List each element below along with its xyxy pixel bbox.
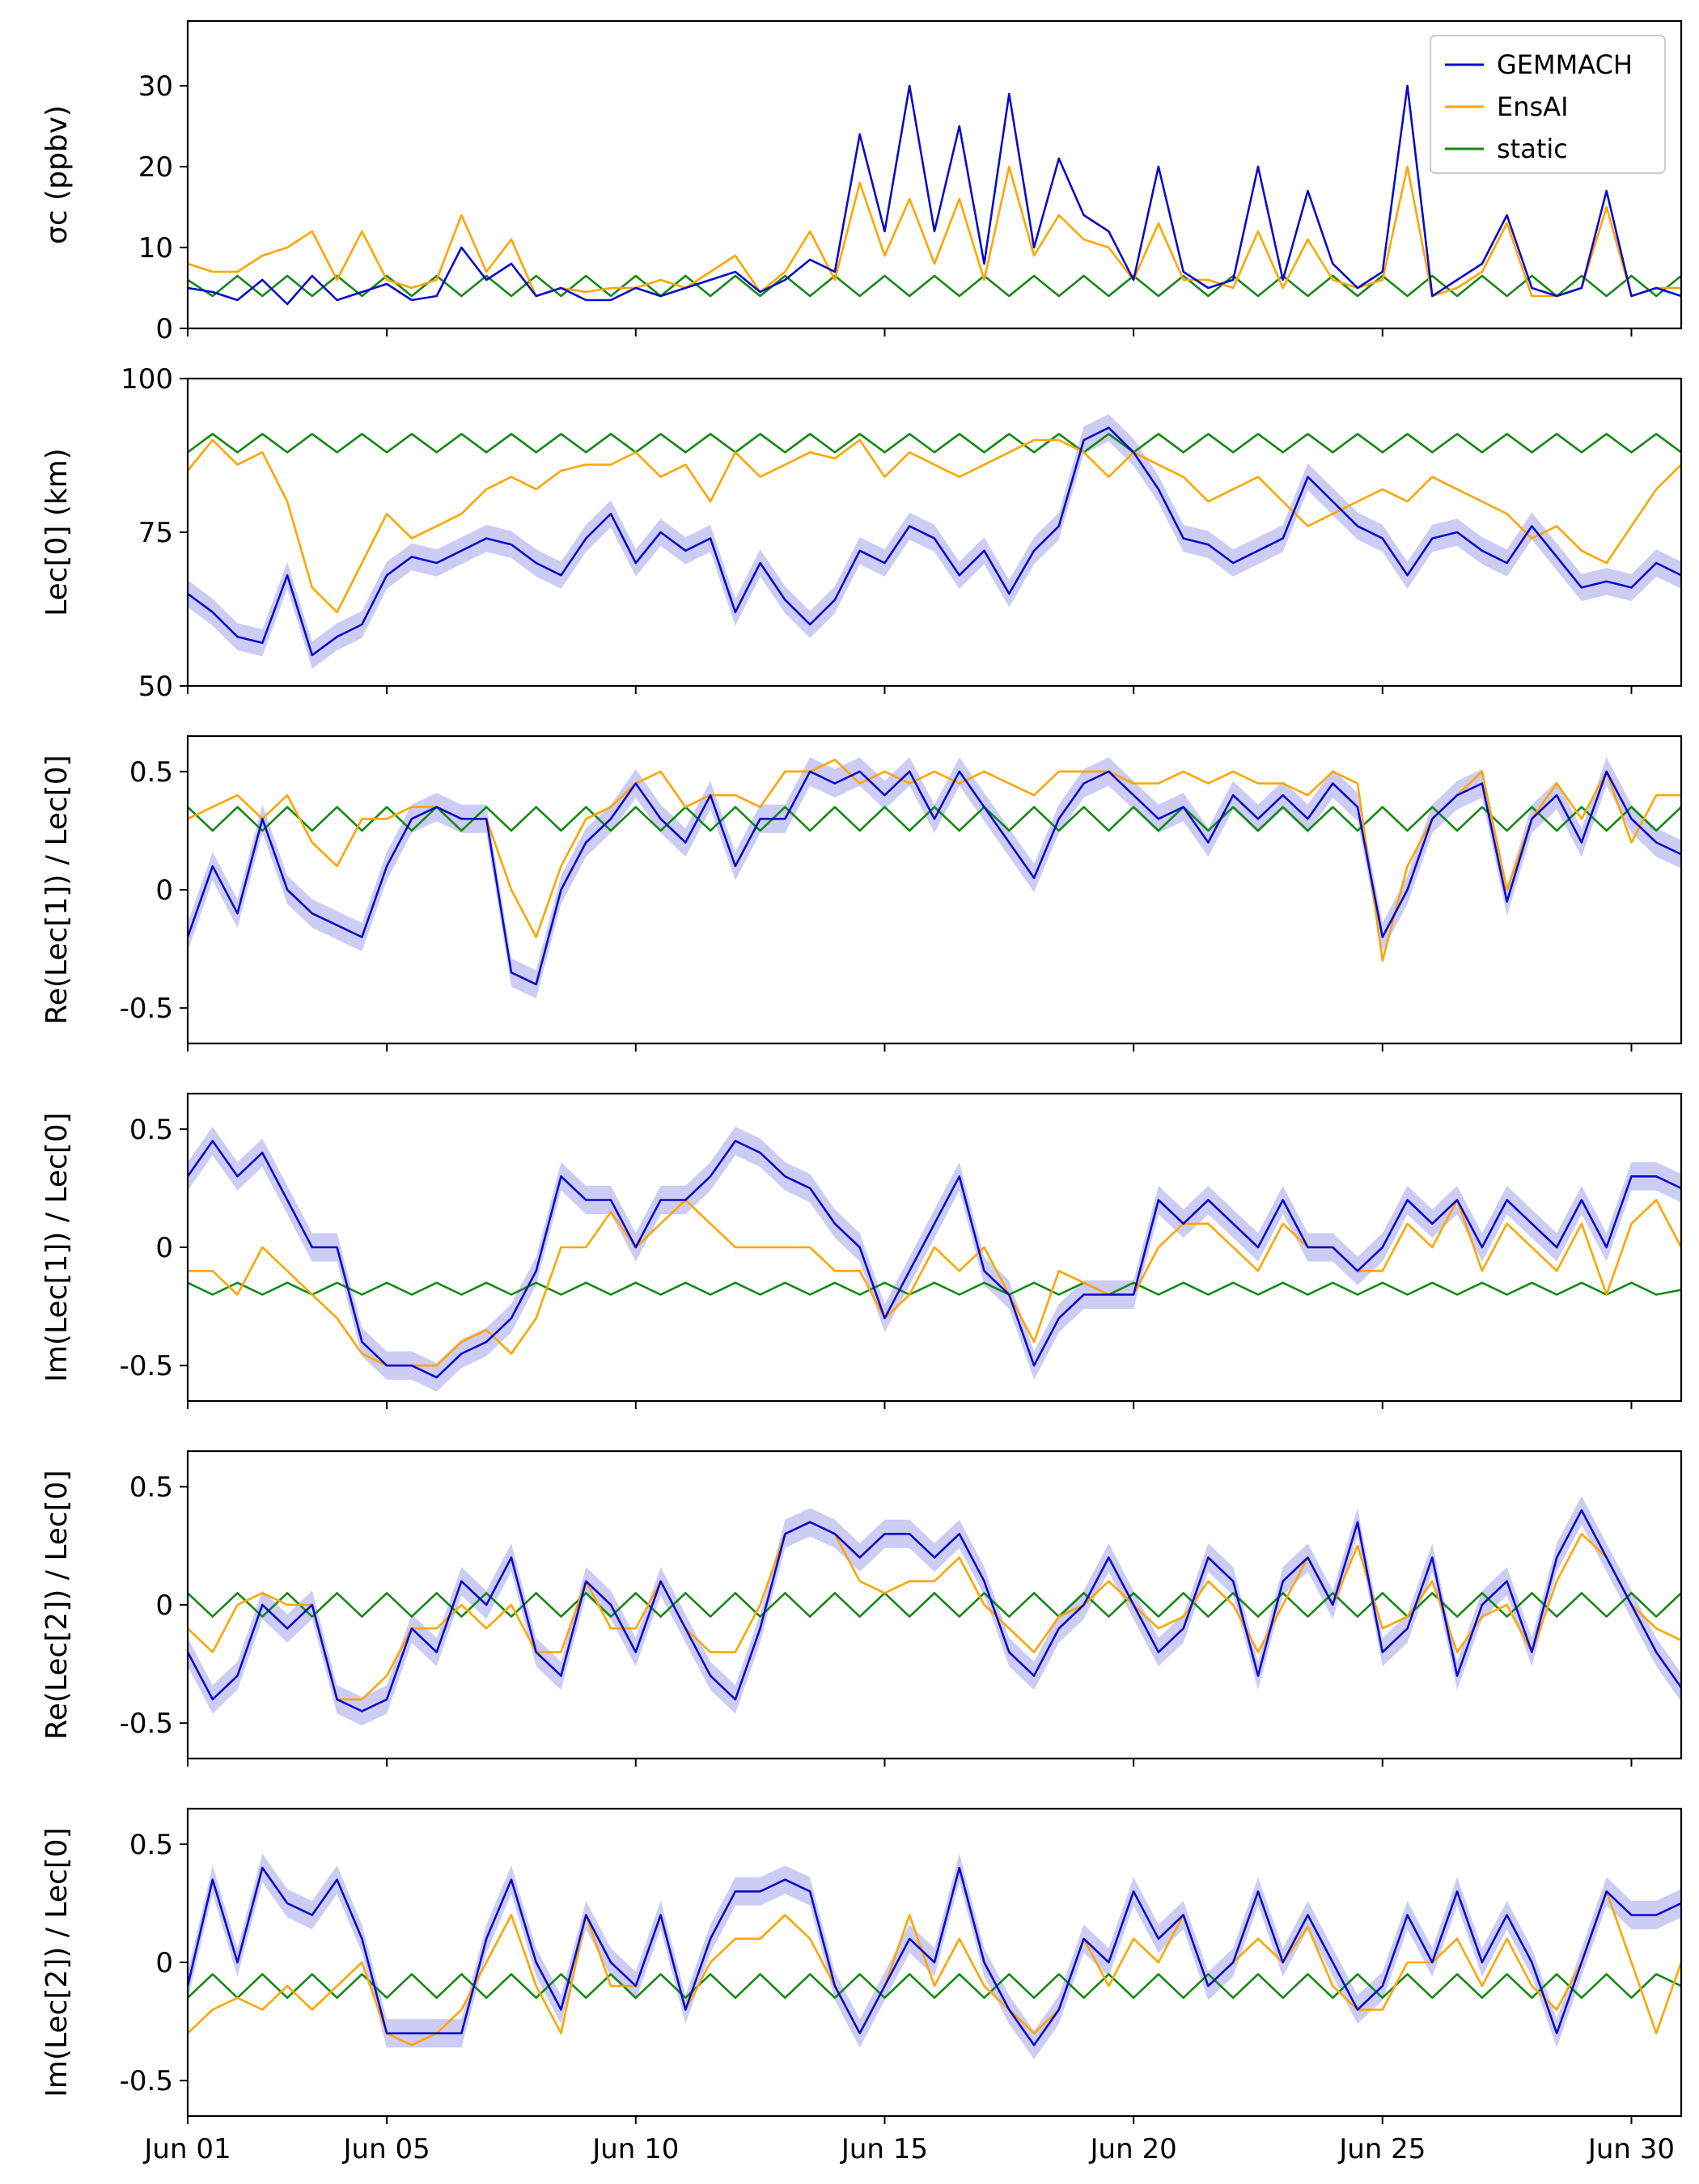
series-line-gemmach: [188, 770, 1681, 986]
series-line-gemmach: [188, 84, 1681, 306]
axes-frame: [186, 19, 1683, 330]
series-line-static: [188, 433, 1681, 454]
legend-label-gemmach: GEMMACH: [1497, 49, 1633, 80]
y-tick-label: 0: [155, 313, 173, 345]
series-line-gemmach: [188, 1866, 1681, 2046]
series-line-static: [188, 1973, 1681, 2000]
y-tick-label: 0.5: [129, 1471, 173, 1504]
series-line-ensai: [188, 1199, 1681, 1367]
y-tick-label: 0.5: [129, 1829, 173, 1861]
y-tick-label: -0.5: [120, 1708, 173, 1740]
plot-area: [188, 1853, 1681, 2059]
y-axis-label: Re(Lec[2]) / Lec[0]: [40, 1470, 74, 1739]
x-tick-label: Jun 10: [591, 2133, 679, 2165]
y-axis-label: Im(Lec[1]) / Lec[0]: [40, 1112, 74, 1382]
y-tick-label: 0: [155, 1947, 173, 1979]
series-line-ensai: [188, 1521, 1681, 1701]
legend-label-static: static: [1497, 133, 1568, 164]
legend-label-ensai: EnsAI: [1497, 91, 1569, 122]
series-line-static: [188, 1592, 1681, 1618]
y-tick-label: 20: [138, 151, 173, 184]
panel-sigma_c: 0 10 20 30 σc (ppbv): [40, 19, 1683, 345]
y-axis-label: Re(Lec[1]) / Lec[0]: [40, 755, 74, 1024]
series-line-gemmach: [188, 1140, 1681, 1379]
y-tick-label: -0.5: [120, 993, 173, 1025]
plot-area: [188, 414, 1681, 669]
series-line-static: [188, 274, 1681, 298]
y-tick-label: 75: [138, 517, 173, 549]
panel-L_ec0: 50 75 100 Lec[0] (km): [40, 363, 1683, 703]
y-axis-label: Im(Lec[2]) / Lec[0]: [40, 1827, 74, 2097]
legend: GEMMACH EnsAI static: [1430, 35, 1666, 174]
plot-area: [188, 84, 1681, 306]
series-line-gemmach: [188, 426, 1681, 657]
series-line-ensai: [188, 438, 1681, 614]
plot-area: [188, 757, 1681, 999]
series-line-gemmach: [188, 1509, 1681, 1712]
gemmach-uncertainty-band: [188, 757, 1681, 999]
y-tick-label: 100: [121, 363, 173, 396]
y-tick-label: 0: [155, 1589, 173, 1622]
x-tick-label: Jun 05: [342, 2133, 430, 2165]
panel-im_L2: -0.5 0 0.5 Jun 01 Jun 05 Jun 10 Jun 15 Jun 20 Ju…: [40, 1807, 1683, 2165]
y-axis-label: σc (ppbv): [40, 105, 74, 244]
y-tick-label: 50: [138, 671, 173, 703]
plot-area: [188, 1496, 1681, 1726]
gemmach-uncertainty-band: [188, 1126, 1681, 1392]
y-axis-label: Lec[0] (km): [40, 448, 74, 616]
x-tick-label: Jun 15: [840, 2133, 928, 2165]
series-line-static: [188, 1281, 1681, 1296]
axes-frame: [186, 1450, 1683, 1760]
x-tick-label: Jun 25: [1337, 2133, 1426, 2165]
legend-box: [1430, 35, 1666, 174]
y-tick-label: -0.5: [120, 2065, 173, 2097]
x-tick-label: Jun 20: [1089, 2133, 1177, 2165]
gemmach-uncertainty-band: [188, 1496, 1681, 1726]
panel-re_L2: -0.5 0 0.5 Re(Lec[2]) / Lec[0]: [40, 1450, 1683, 1767]
x-tick-label: Jun 01: [142, 2133, 231, 2165]
panel-im_L1: -0.5 0 0.5 Im(Lec[1]) / Lec[0]: [40, 1092, 1683, 1409]
y-tick-label: 0: [155, 874, 173, 907]
y-tick-label: 10: [138, 232, 173, 265]
x-tick-label: Jun 30: [1587, 2133, 1675, 2165]
y-tick-label: 0: [155, 1232, 173, 1264]
y-tick-label: 30: [138, 70, 173, 103]
y-tick-label: -0.5: [120, 1350, 173, 1382]
plot-area: [188, 1126, 1681, 1392]
y-tick-label: 0.5: [129, 1114, 173, 1146]
y-tick-label: 0.5: [129, 756, 173, 789]
panel-re_L1: -0.5 0 0.5 Re(Lec[1]) / Lec[0]: [40, 734, 1683, 1052]
gemmach-uncertainty-band: [188, 1853, 1681, 2059]
